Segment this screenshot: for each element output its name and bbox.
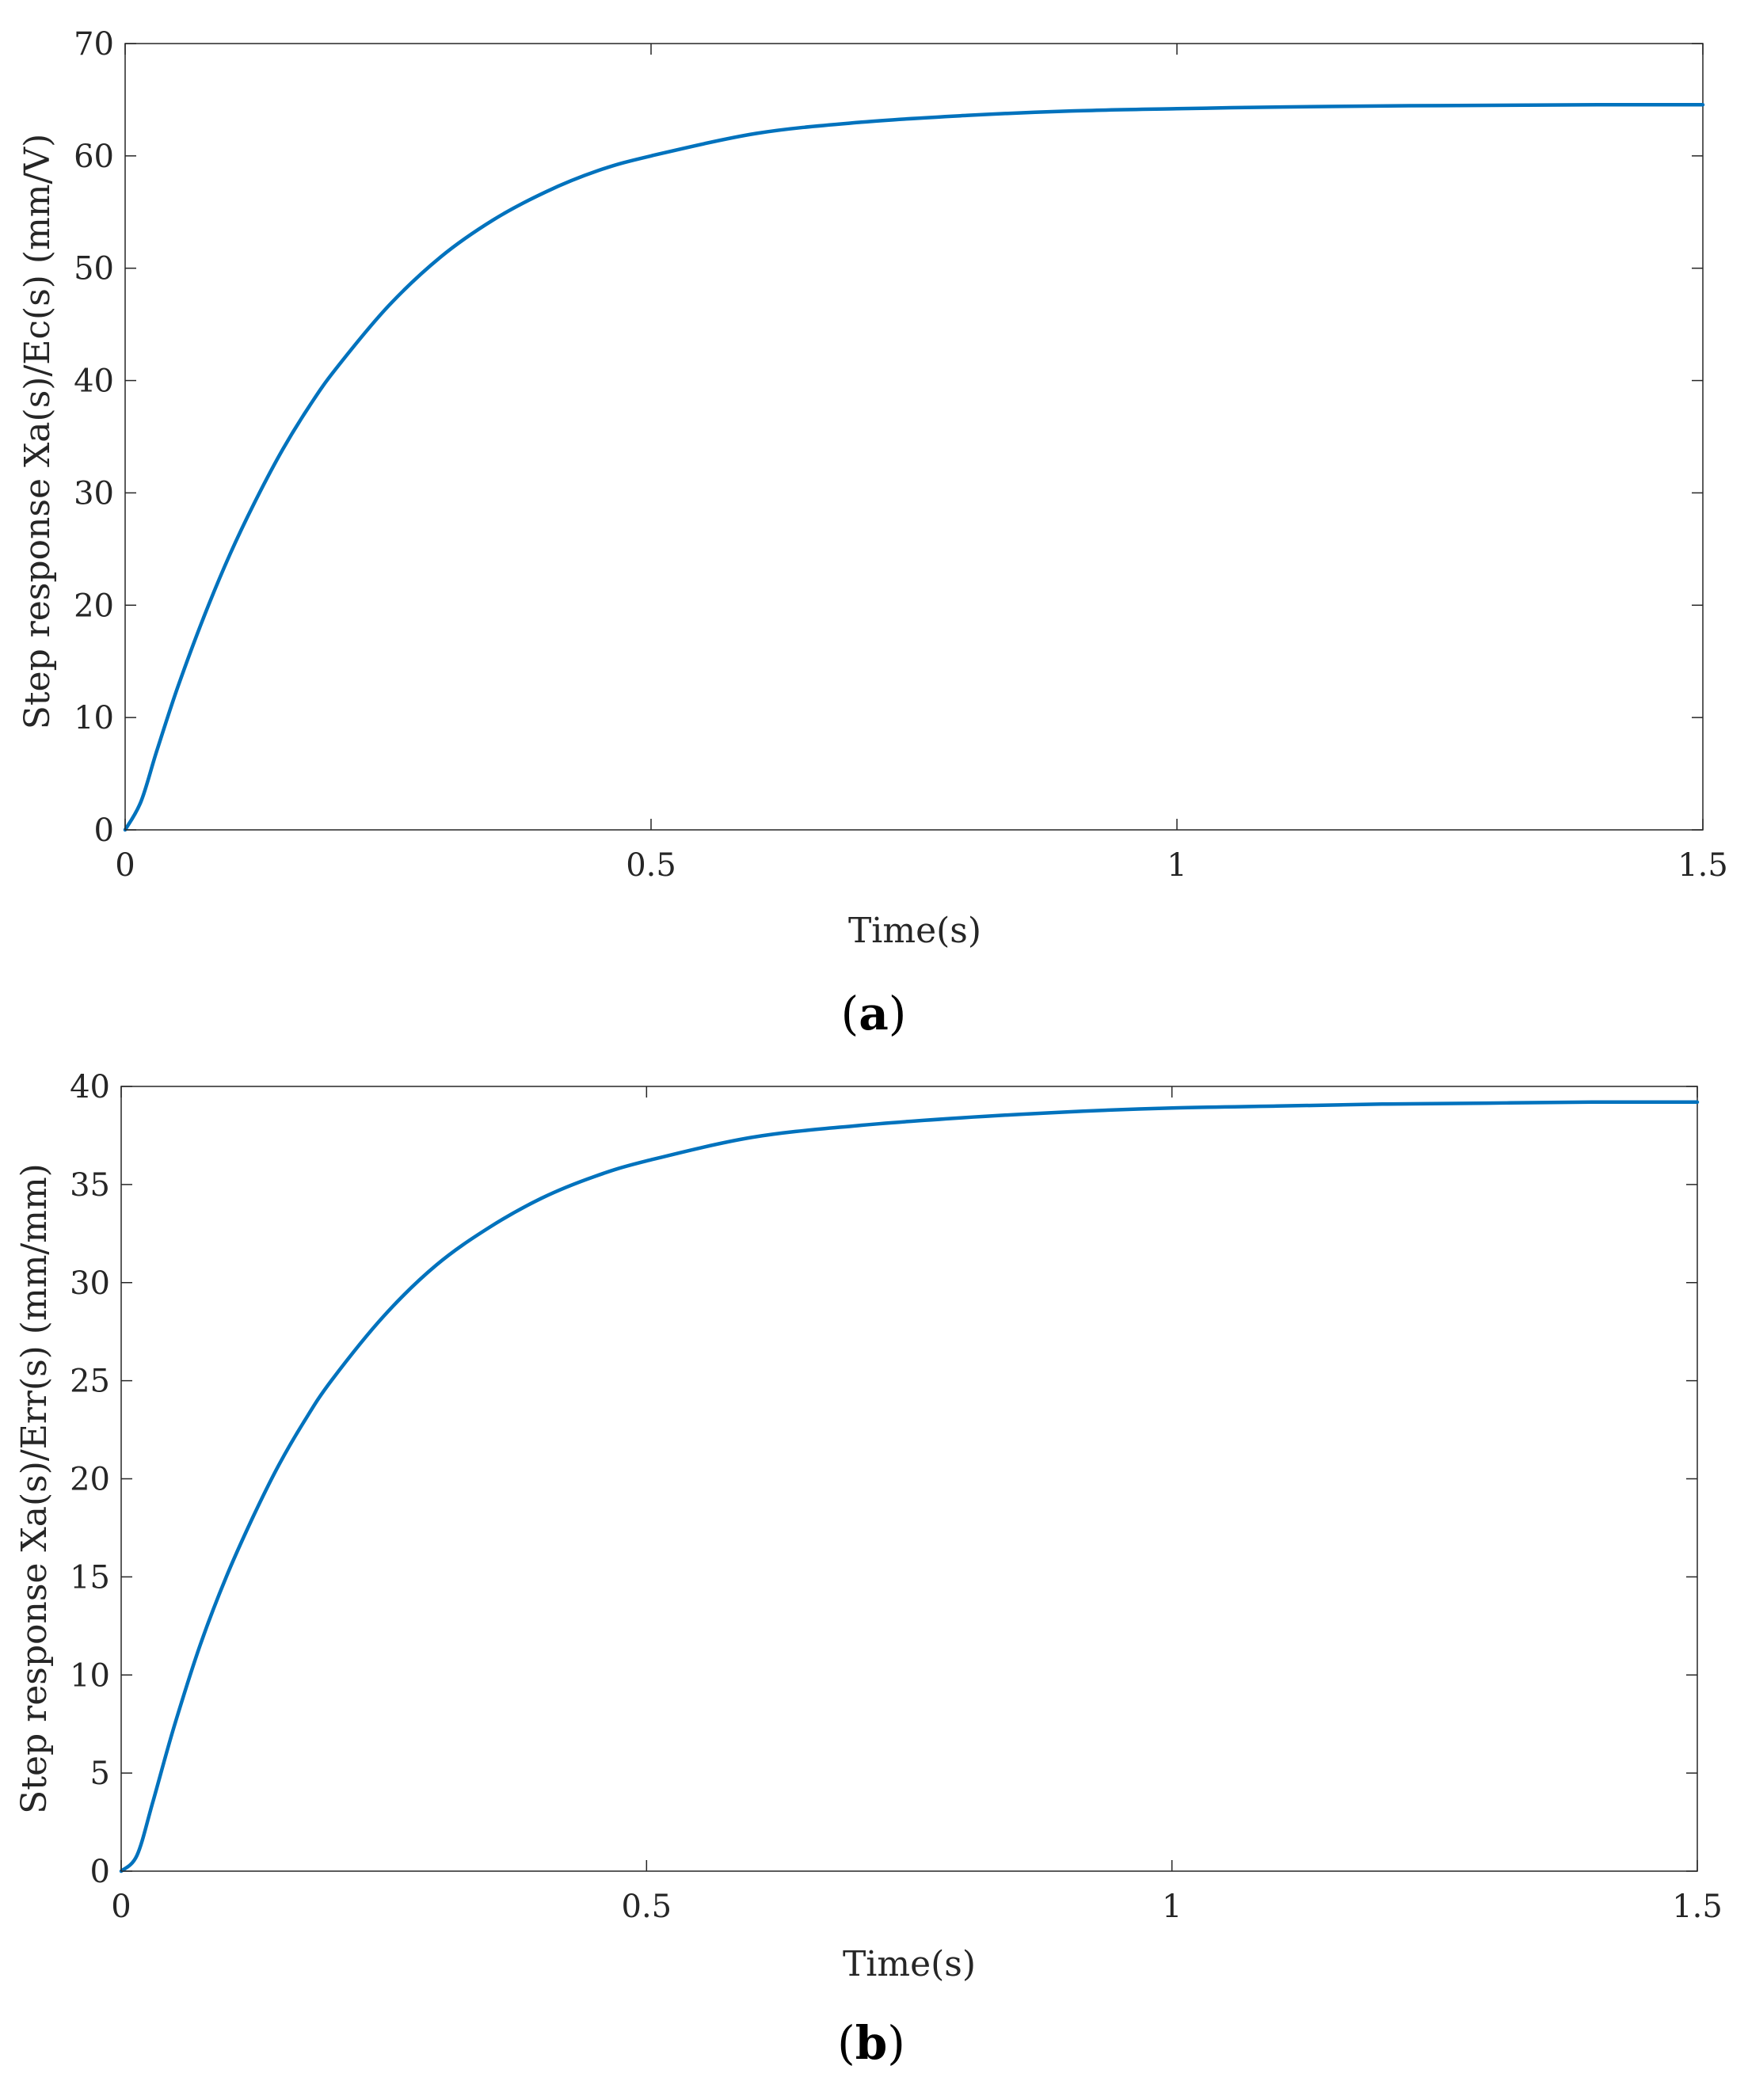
y-tick-label: 30 <box>70 1265 110 1302</box>
y-tick-label: 40 <box>70 1069 110 1105</box>
y-ticks-a: 0 10 20 30 40 50 60 70 <box>74 26 1703 849</box>
x-axis-label-b: Time(s) <box>843 1944 976 1984</box>
y-tick-label: 35 <box>70 1167 110 1204</box>
panel-label-a: (a) <box>841 987 907 1040</box>
x-tick-label: 0.5 <box>622 1889 672 1925</box>
series-line-b <box>119 1100 1700 1874</box>
x-tick-label: 0 <box>111 1889 131 1925</box>
y-tick-label: 20 <box>70 1462 110 1498</box>
x-tick-label: 1.5 <box>1672 1889 1723 1925</box>
y-ticks-b: 0 5 10 15 20 25 30 35 40 <box>70 1069 1697 1890</box>
chart-b: 0 5 10 15 20 25 30 35 40 0 0.5 1 1.5 Time(s) Step r… <box>14 1069 1723 2070</box>
y-tick-label: 40 <box>74 363 114 400</box>
y-tick-label: 25 <box>70 1364 110 1400</box>
y-tick-label: 70 <box>74 26 114 63</box>
x-ticks-b: 0 0.5 1 1.5 <box>111 1086 1723 1925</box>
y-tick-label: 10 <box>70 1657 110 1694</box>
chart-a: 0 10 20 30 40 50 60 70 0 0.5 1 1.5 Time(s) Step re… <box>17 26 1728 1040</box>
y-tick-label: 0 <box>90 1854 110 1890</box>
y-tick-label: 5 <box>90 1756 110 1792</box>
x-axis-label-a: Time(s) <box>848 911 981 951</box>
series-line <box>119 1100 1700 1874</box>
axes-frame <box>124 43 1704 831</box>
y-tick-label: 0 <box>94 812 114 849</box>
x-tick-label: 1 <box>1162 1889 1182 1925</box>
y-tick-label: 10 <box>74 700 114 736</box>
series-line <box>123 103 1705 832</box>
y-axis-label-a: Step response Xa(s)/Ec(s) (mm/V) <box>17 134 58 730</box>
series-line-a <box>123 103 1705 832</box>
y-axis-label-b: Step response Xa(s)/Err(s) (mm/mm) <box>14 1163 55 1814</box>
x-ticks-a: 0 0.5 1 1.5 <box>115 44 1728 884</box>
x-tick-label: 1 <box>1167 847 1186 884</box>
panel-label-b: (b) <box>837 2016 905 2070</box>
y-tick-label: 30 <box>74 475 114 512</box>
y-tick-label: 15 <box>70 1559 110 1596</box>
axes-box-a <box>124 43 1704 831</box>
x-tick-label: 0 <box>115 847 135 884</box>
y-tick-label: 60 <box>74 139 114 175</box>
x-tick-label: 1.5 <box>1678 847 1728 884</box>
y-tick-label: 50 <box>74 251 114 287</box>
x-tick-label: 0.5 <box>626 847 676 884</box>
y-tick-label: 20 <box>74 588 114 624</box>
